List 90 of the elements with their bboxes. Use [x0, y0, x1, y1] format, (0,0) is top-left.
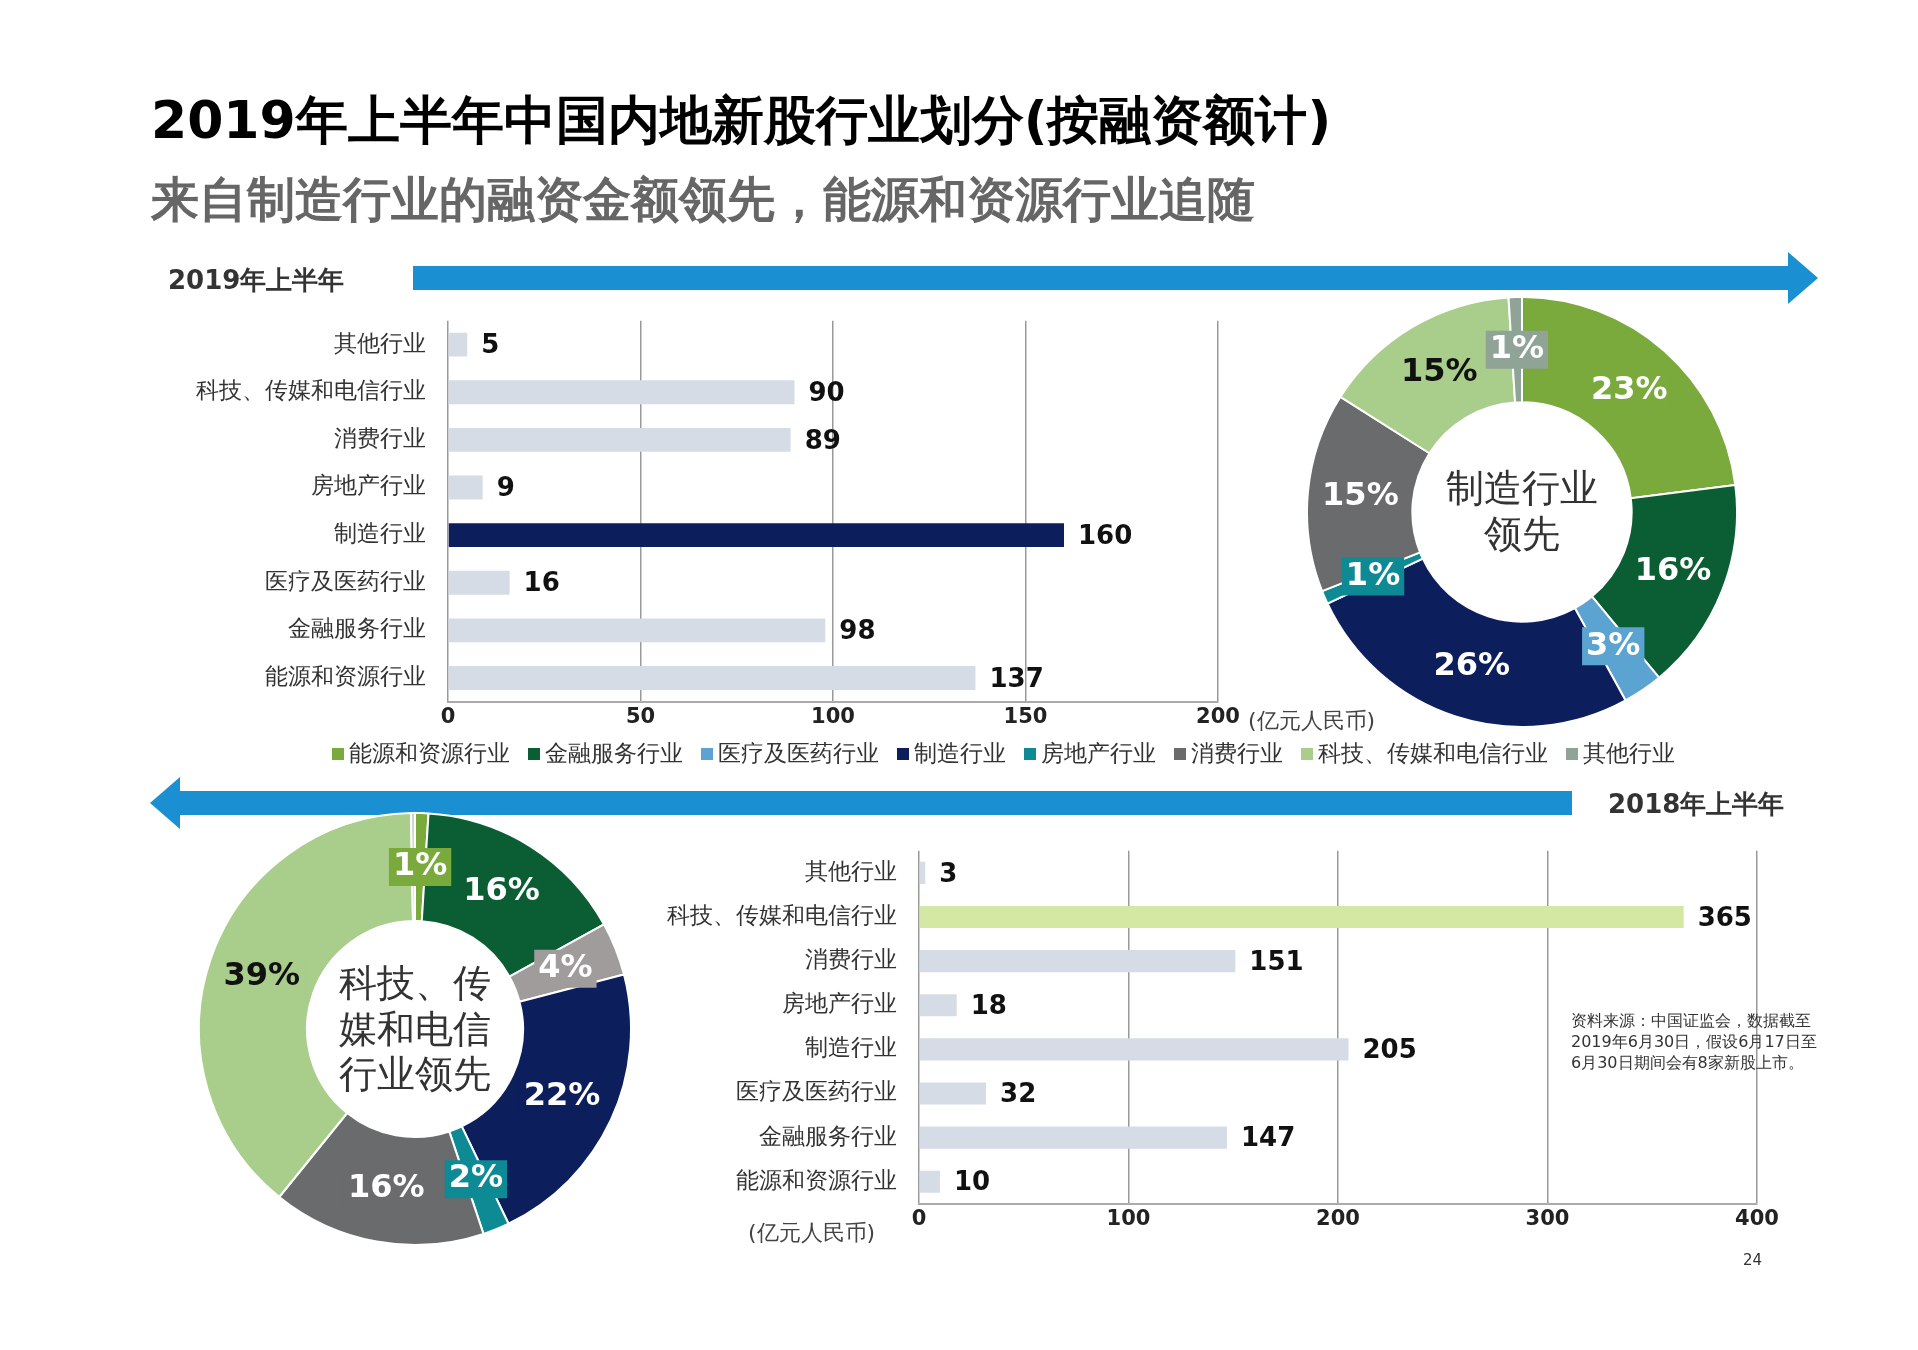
bar [448, 523, 1064, 548]
data-label: 32 [1000, 1078, 1037, 1109]
x-tick-label: 0 [911, 1205, 927, 1230]
data-label: 3% [1586, 624, 1641, 663]
data-label: 5 [481, 329, 500, 360]
bar [448, 475, 483, 500]
data-label: 205 [1362, 1034, 1417, 1065]
x-tick-label: 200 [1316, 1205, 1360, 1230]
text: 科技、传媒和电信行业领先 [338, 960, 492, 1098]
data-label: 160 [1078, 519, 1133, 550]
data-label: 26% [1433, 644, 1511, 683]
text: 2019年上半年 [168, 264, 345, 297]
legend-label: 制造行业 [913, 739, 1006, 768]
y-tick-label: 房地产行业 [782, 990, 897, 1017]
text: 2018年上半年 [1608, 788, 1785, 821]
data-label: 3 [939, 857, 958, 888]
data-label: 16% [347, 1166, 425, 1205]
y-tick-label: 科技、传媒和电信行业 [196, 377, 426, 404]
legend-label: 房地产行业 [1040, 739, 1156, 768]
data-label: 18 [970, 989, 1007, 1020]
x-tick-label: 400 [1735, 1205, 1779, 1230]
annotation: 资料来源：中国证监会，数据截至2019年6月30日，假设6月17日至6月30日期间会有8家新股上市。 [1571, 1011, 1818, 1074]
x-tick-label: 50 [625, 703, 656, 728]
data-label: 151 [1249, 945, 1304, 976]
x-tick-label: 200 [1196, 703, 1240, 728]
bar [919, 1170, 940, 1193]
data-label: 9 [496, 472, 515, 503]
x-tick-label: 0 [440, 703, 456, 728]
bar [448, 666, 976, 690]
text: 制造行业领先 [1445, 466, 1599, 558]
y-tick-label: 其他行业 [334, 329, 426, 356]
y-tick-label: 制造行业 [334, 520, 426, 547]
data-label: 10 [953, 1166, 991, 1197]
data-label: 16% [1634, 550, 1712, 589]
y-tick-label: 医疗及医药行业 [736, 1078, 897, 1105]
data-label: 22% [523, 1075, 601, 1114]
bar [448, 618, 826, 643]
y-tick-label: 金融服务行业 [288, 615, 426, 642]
x-axis-title: (亿元人民币) [1248, 707, 1376, 735]
data-label: 15% [1322, 475, 1399, 514]
data-label: 4% [538, 947, 593, 986]
y-tick-label: 其他行业 [805, 857, 897, 884]
data-label: 16 [523, 567, 560, 598]
legend-label: 医疗及医药行业 [717, 739, 879, 768]
x-tick-label: 100 [811, 703, 855, 728]
bar [448, 380, 795, 405]
data-label: 15% [1401, 350, 1478, 389]
y-tick-label: 制造行业 [805, 1034, 897, 1061]
data-label: 2% [448, 1157, 504, 1196]
bar [919, 1038, 1349, 1061]
data-label: 90 [808, 376, 845, 407]
data-label: 365 [1697, 901, 1752, 932]
data-label: 1% [1345, 554, 1401, 593]
bar [919, 905, 1684, 929]
bar [919, 994, 957, 1017]
data-label: 16% [463, 870, 540, 909]
legend-label: 科技、传媒和电信行业 [1317, 739, 1548, 768]
x-tick-label: 300 [1525, 1205, 1570, 1230]
legend-label: 金融服务行业 [544, 739, 683, 768]
data-label: 137 [989, 662, 1044, 693]
data-label: 1% [392, 845, 448, 884]
data-label: 1% [1489, 328, 1545, 367]
bar [448, 570, 510, 595]
bar [919, 1126, 1227, 1149]
legend-label: 其他行业 [1582, 739, 1675, 768]
x-axis-title: (亿元人民币) [748, 1219, 876, 1247]
y-tick-label: 科技、传媒和电信行业 [667, 901, 897, 928]
text: 24 [1743, 1251, 1763, 1271]
x-tick-label: 100 [1106, 1205, 1151, 1230]
bar [448, 427, 791, 452]
y-tick-label: 能源和资源行业 [736, 1166, 897, 1193]
y-tick-label: 金融服务行业 [759, 1122, 897, 1149]
legend-label: 消费行业 [1190, 739, 1283, 768]
chart-subtitle: 来自制造行业的融资金额领先，能源和资源行业追随 [151, 170, 1255, 229]
y-tick-label: 消费行业 [334, 424, 426, 451]
data-label: 98 [839, 615, 876, 646]
y-tick-label: 房地产行业 [311, 472, 426, 499]
y-tick-label: 消费行业 [805, 946, 897, 973]
bar [919, 950, 1236, 973]
y-tick-label: 医疗及医药行业 [265, 567, 426, 594]
bar [448, 332, 468, 357]
bar [919, 1082, 987, 1105]
data-label: 39% [223, 954, 301, 993]
bar [919, 861, 926, 884]
chart-title: 2019年上半年中国内地新股行业划分(按融资额计) [151, 89, 1332, 152]
data-label: 23% [1591, 368, 1668, 407]
x-tick-label: 150 [1003, 703, 1048, 728]
data-label: 147 [1240, 1122, 1296, 1153]
data-label: 89 [804, 424, 841, 455]
y-tick-label: 能源和资源行业 [265, 662, 426, 689]
